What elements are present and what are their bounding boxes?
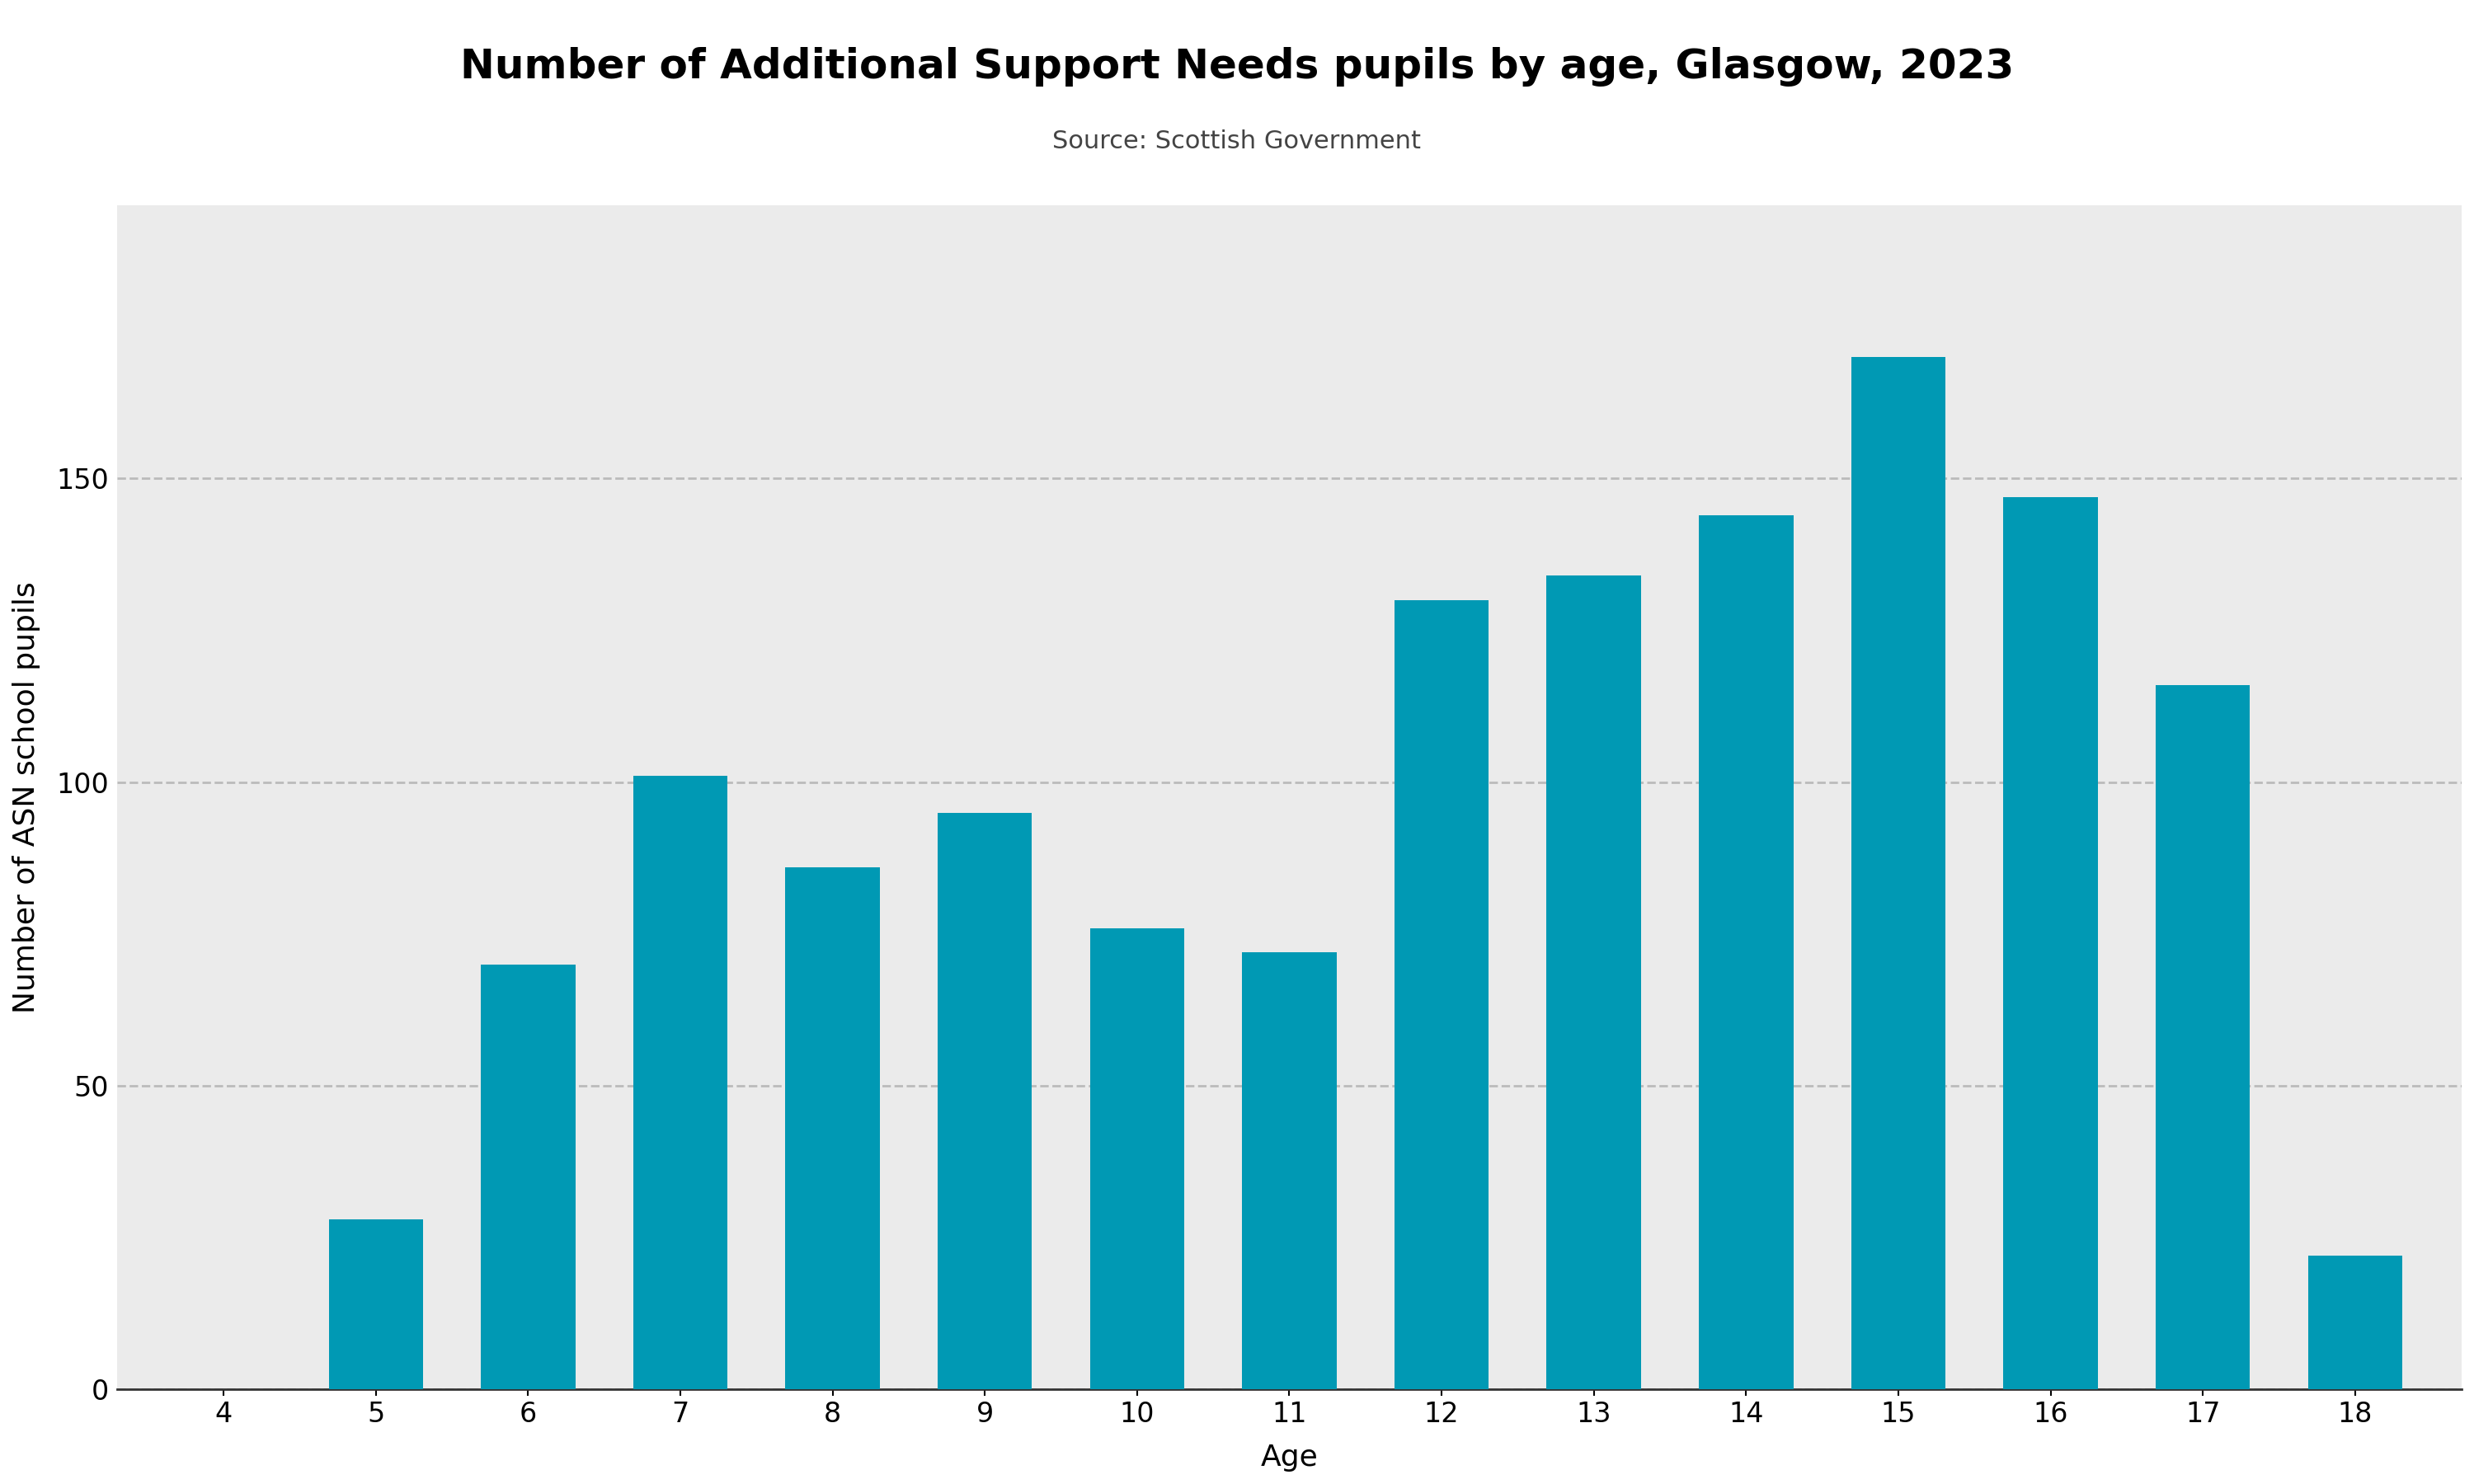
Bar: [1242, 953, 1336, 1389]
Bar: [2004, 497, 2098, 1389]
Bar: [1546, 576, 1640, 1389]
Text: Source: Scottish Government: Source: Scottish Government: [1054, 129, 1420, 153]
Bar: [329, 1220, 423, 1389]
Bar: [633, 776, 727, 1389]
Bar: [1851, 358, 1945, 1389]
Text: Number of Additional Support Needs pupils by age, Glasgow, 2023: Number of Additional Support Needs pupil…: [460, 47, 2014, 86]
Bar: [1091, 928, 1185, 1389]
Bar: [480, 965, 576, 1389]
Bar: [2308, 1255, 2402, 1389]
Bar: [2155, 686, 2249, 1389]
Bar: [784, 867, 881, 1389]
Y-axis label: Number of ASN school pupils: Number of ASN school pupils: [12, 582, 40, 1014]
X-axis label: Age: Age: [1262, 1444, 1319, 1472]
Bar: [938, 813, 1032, 1389]
Bar: [1395, 600, 1489, 1389]
Bar: [1700, 515, 1794, 1389]
